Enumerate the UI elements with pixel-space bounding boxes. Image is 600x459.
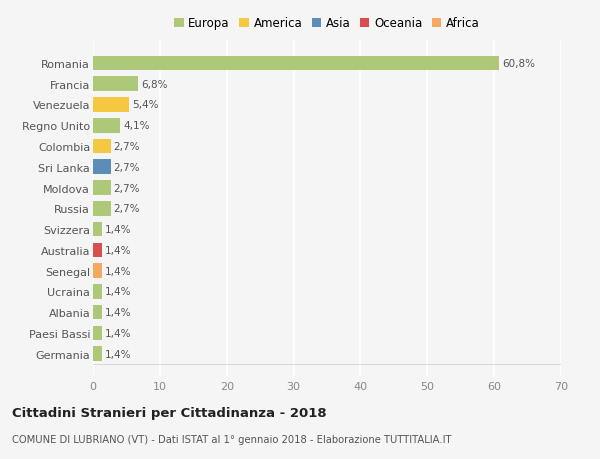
Text: 1,4%: 1,4% bbox=[105, 287, 131, 297]
Bar bbox=[93, 181, 111, 196]
Legend: Europa, America, Asia, Oceania, Africa: Europa, America, Asia, Oceania, Africa bbox=[170, 14, 484, 34]
Bar bbox=[93, 222, 103, 237]
Bar bbox=[93, 347, 103, 361]
Text: 2,7%: 2,7% bbox=[114, 142, 140, 151]
Bar bbox=[93, 285, 103, 299]
Text: 4,1%: 4,1% bbox=[123, 121, 149, 131]
Text: 2,7%: 2,7% bbox=[114, 183, 140, 193]
Text: Cittadini Stranieri per Cittadinanza - 2018: Cittadini Stranieri per Cittadinanza - 2… bbox=[12, 406, 326, 419]
Text: 1,4%: 1,4% bbox=[105, 266, 131, 276]
Text: 1,4%: 1,4% bbox=[105, 245, 131, 255]
Bar bbox=[93, 264, 103, 278]
Text: 2,7%: 2,7% bbox=[114, 162, 140, 173]
Text: 6,8%: 6,8% bbox=[141, 79, 167, 90]
Bar bbox=[93, 140, 111, 154]
Text: 2,7%: 2,7% bbox=[114, 204, 140, 214]
Bar bbox=[93, 119, 121, 133]
Text: 1,4%: 1,4% bbox=[105, 349, 131, 359]
Text: 1,4%: 1,4% bbox=[105, 224, 131, 235]
Text: 60,8%: 60,8% bbox=[502, 59, 535, 69]
Bar bbox=[93, 160, 111, 175]
Bar bbox=[93, 305, 103, 320]
Bar bbox=[93, 77, 139, 92]
Text: COMUNE DI LUBRIANO (VT) - Dati ISTAT al 1° gennaio 2018 - Elaborazione TUTTITALI: COMUNE DI LUBRIANO (VT) - Dati ISTAT al … bbox=[12, 434, 452, 444]
Bar bbox=[93, 202, 111, 216]
Text: 1,4%: 1,4% bbox=[105, 328, 131, 338]
Text: 5,4%: 5,4% bbox=[132, 100, 158, 110]
Bar bbox=[93, 326, 103, 341]
Bar bbox=[93, 243, 103, 257]
Bar bbox=[93, 56, 499, 71]
Text: 1,4%: 1,4% bbox=[105, 308, 131, 318]
Bar bbox=[93, 98, 129, 112]
